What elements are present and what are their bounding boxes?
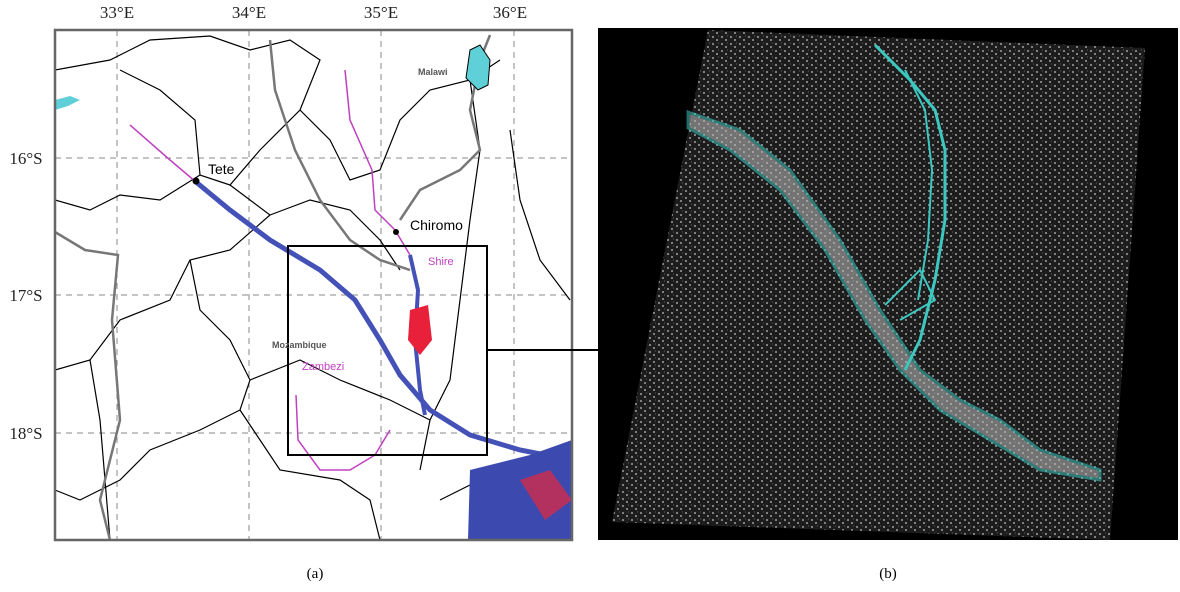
- place-label: Shire: [428, 256, 454, 268]
- place-label: Mozambique: [272, 340, 327, 350]
- lat-label: 17°S: [9, 286, 42, 305]
- lon-label: 35°E: [364, 3, 398, 22]
- map-panel: Tete Chiromo Malawi Mozambique Shire Zam…: [9, 3, 572, 540]
- lon-label: 33°E: [100, 3, 134, 22]
- lat-label: 18°S: [9, 424, 42, 443]
- satellite-panel: [598, 28, 1178, 540]
- map-background: [55, 30, 572, 540]
- caption: (b): [879, 566, 897, 582]
- lon-label: 34°E: [232, 3, 266, 22]
- town-marker: [193, 178, 200, 185]
- lon-label: 36°E: [493, 3, 527, 22]
- place-label: Tete: [208, 161, 235, 177]
- figure: Tete Chiromo Malawi Mozambique Shire Zam…: [0, 0, 1180, 592]
- place-label: Malawi: [418, 67, 448, 77]
- town-marker: [393, 229, 399, 235]
- lat-label: 16°S: [9, 149, 42, 168]
- place-label: Zambezi: [302, 361, 344, 373]
- caption: (a): [307, 566, 324, 582]
- page: Tete Chiromo Malawi Mozambique Shire Zam…: [0, 0, 1180, 592]
- place-label: Chiromo: [410, 217, 463, 233]
